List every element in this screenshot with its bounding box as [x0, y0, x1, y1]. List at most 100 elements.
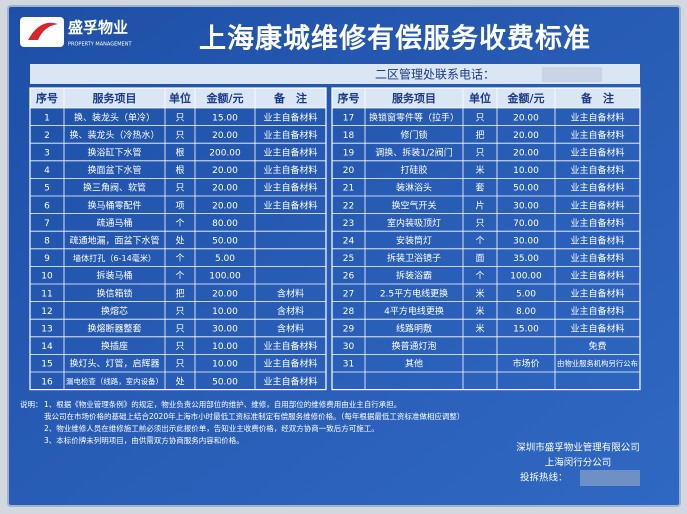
cell-item: 拆装浴霸 — [396, 270, 432, 282]
blurred-hotline — [580, 470, 640, 486]
cell-seq: 3 — [44, 149, 50, 159]
cell-remark: 业主自备材料 — [263, 147, 317, 159]
cell-unit: 片 — [475, 199, 484, 211]
cell-amount: 20.00 — [212, 289, 238, 299]
cell-unit: 根 — [175, 147, 184, 159]
column-header: 序号 — [36, 91, 58, 105]
cell-unit: 米 — [475, 323, 484, 335]
cell-remark: 含材料 — [277, 323, 304, 335]
cell-seq: 21 — [343, 184, 354, 194]
cell-remark: 业主自备材料 — [570, 252, 624, 264]
cell-seq: 4 — [44, 166, 50, 176]
cell-item: 换信箱锁 — [96, 287, 132, 299]
cell-unit: 只 — [475, 113, 484, 123]
cell-seq: 30 — [343, 342, 355, 352]
cell-item: 换、装龙头（冷热水） — [69, 129, 159, 141]
cell-item: 墙体打孔（6-14毫米） — [73, 253, 156, 263]
cell-seq: 25 — [343, 254, 354, 264]
cell-item: 换灯头、灯管，启辉器 — [69, 358, 159, 370]
contact: 二区管理处联系电话： — [375, 67, 495, 82]
cell-item: 室内装吸顶灯 — [387, 217, 441, 229]
cell-item: 疏通地漏，面盆下水管 — [69, 235, 159, 247]
cell-item: 换三角阀、软管 — [83, 182, 146, 194]
cell-amount: 50.00 — [212, 237, 238, 247]
cell-unit: 面 — [475, 253, 484, 264]
cell-unit: 把 — [475, 129, 484, 141]
cell-unit: 个 — [175, 253, 184, 264]
footer-hotline: 投拆热线： — [520, 472, 568, 484]
cell-unit: 把 — [175, 287, 184, 299]
cell-remark: 业主自备材料 — [263, 111, 317, 123]
cell-remark: 业主自备材料 — [570, 305, 624, 317]
cell-unit: 米 — [475, 164, 484, 176]
cell-remark: 业主自备材料 — [263, 164, 317, 176]
cell-item: 漏电检查（线路，室内设备） — [66, 376, 163, 386]
cell-item: 换面盆下水管 — [87, 164, 141, 176]
logo: 盛孚物业 PROPERTY MANAGEMENT — [20, 17, 132, 48]
cell-unit: 只 — [475, 149, 484, 159]
cell-item: 调换、拆装1/2阀门 — [375, 147, 453, 159]
column-header: 序号 — [338, 91, 360, 105]
cell-unit: 只 — [175, 360, 184, 370]
cell-amount: 50.00 — [513, 184, 539, 194]
cell-seq: 31 — [343, 360, 354, 370]
cell-item: 安装筒灯 — [396, 235, 432, 247]
cell-remark: 业主自备材料 — [570, 129, 624, 141]
cell-remark: 业主自备材料 — [263, 340, 317, 352]
cell-item: 装淋浴头 — [396, 182, 432, 194]
cell-unit: 处 — [175, 375, 184, 387]
cell-amount: 20.00 — [212, 184, 238, 194]
cell-remark: 业主自备材料 — [570, 323, 624, 335]
cell-remark: 业主自备材料 — [263, 129, 317, 141]
cell-item: 其他 — [405, 358, 423, 370]
cell-seq: 12 — [41, 307, 52, 317]
cell-seq: 22 — [343, 201, 354, 211]
cell-item: 换空气开关 — [391, 199, 436, 211]
cell-seq: 13 — [41, 325, 52, 335]
cell-remark: 业主自备材料 — [570, 182, 624, 194]
contact-band — [30, 64, 640, 84]
cell-seq: 2 — [44, 131, 50, 141]
cell-seq: 11 — [41, 289, 52, 299]
cell-item: 换马桶零配件 — [87, 199, 141, 211]
cell-remark: 由物业服务机构另行公布 — [557, 359, 638, 368]
cell-amount: 20.00 — [212, 131, 238, 141]
cell-amount: 20.00 — [513, 113, 539, 123]
cell-unit: 套 — [475, 182, 484, 194]
cell-item: 换熔断器整套 — [87, 323, 141, 335]
cell-seq: 10 — [41, 272, 53, 282]
cell-amount: 70.00 — [513, 219, 539, 229]
cell-remark: 业主自备材料 — [570, 287, 624, 299]
footer-branch: 上海闵行分公司 — [545, 457, 612, 469]
cell-unit: 个 — [175, 218, 184, 229]
cell-amount: 15.00 — [212, 113, 238, 123]
cell-seq: 7 — [44, 219, 50, 229]
column-header: 金额/元 — [506, 91, 544, 105]
cell-remark: 业主自备材料 — [570, 270, 624, 282]
cell-amount: 5.00 — [516, 289, 536, 299]
cell-item: 4平方电线更换 — [384, 305, 444, 317]
cell-amount: 20.00 — [212, 166, 238, 176]
note-line: 3、本标价牌未列明项目，由供需双方协商服务内容和价格。 — [44, 435, 244, 445]
price-tables: 序号 服务项目 单位 金额/元备 注1 换、装龙头（单冷）只 15.00 业主自备材料2 换、… — [29, 87, 641, 391]
cell-seq: 15 — [41, 360, 52, 370]
cell-item: 换插座 — [101, 340, 128, 352]
column-header: 服务项目 — [93, 91, 137, 105]
board — [7, 5, 681, 507]
column-header: 备 注 — [580, 91, 614, 105]
cell-amount: 15.00 — [513, 325, 539, 335]
cell-remark: 业主自备材料 — [263, 375, 317, 387]
logo-name: 盛孚物业 — [68, 19, 128, 37]
cell-seq: 14 — [41, 342, 53, 352]
cell-item: 换、装龙头（单冷） — [74, 111, 155, 123]
cell-remark: 业主自备材料 — [263, 199, 317, 211]
cell-unit: 只 — [175, 131, 184, 141]
cell-seq: 27 — [343, 289, 354, 299]
cell-unit: 个 — [475, 236, 484, 247]
logo-swoosh — [28, 22, 58, 40]
cell-amount: 5.00 — [215, 254, 235, 264]
cell-amount: 80.00 — [212, 219, 238, 229]
cell-item: 线路明敷 — [396, 323, 432, 335]
